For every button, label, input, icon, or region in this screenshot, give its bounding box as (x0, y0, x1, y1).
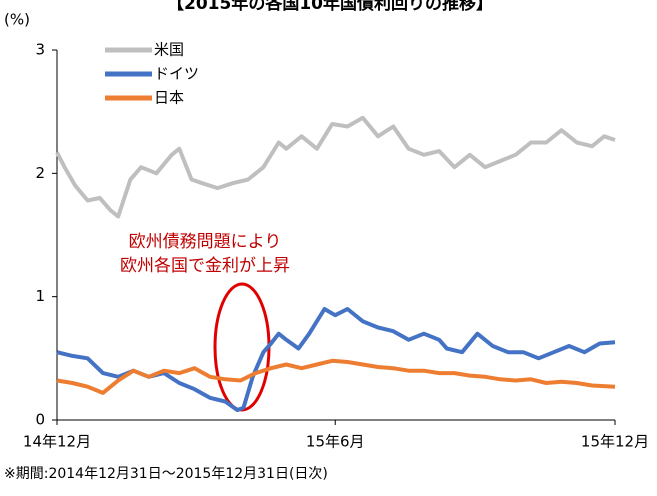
footnote: ※期間:2014年12月31日～2015年12月31日(日次) (4, 466, 328, 482)
x-tick-label: 15年6月 (306, 433, 365, 451)
y-tick-label: 2 (35, 164, 45, 182)
y-unit: (%) (4, 11, 30, 29)
y-tick-label: 1 (35, 287, 45, 305)
annotation: 欧州各国で金利が上昇 (120, 256, 290, 276)
chart-title: 【2015年の各国10年国債利回りの推移】 (167, 0, 493, 14)
series-line (56, 358, 616, 395)
annotation: 欧州債務問題により (129, 232, 282, 252)
legend-label: 米国 (154, 41, 184, 59)
series-line (55, 115, 616, 219)
legend-label: 日本 (154, 89, 184, 107)
y-tick-label: 0 (35, 411, 45, 429)
x-tick-label: 14年12月 (23, 433, 91, 451)
highlight-ellipse (213, 282, 271, 412)
x-tick-label: 15年12月 (581, 433, 649, 451)
y-tick-label: 3 (35, 41, 45, 59)
legend-label: ドイツ (154, 65, 199, 83)
